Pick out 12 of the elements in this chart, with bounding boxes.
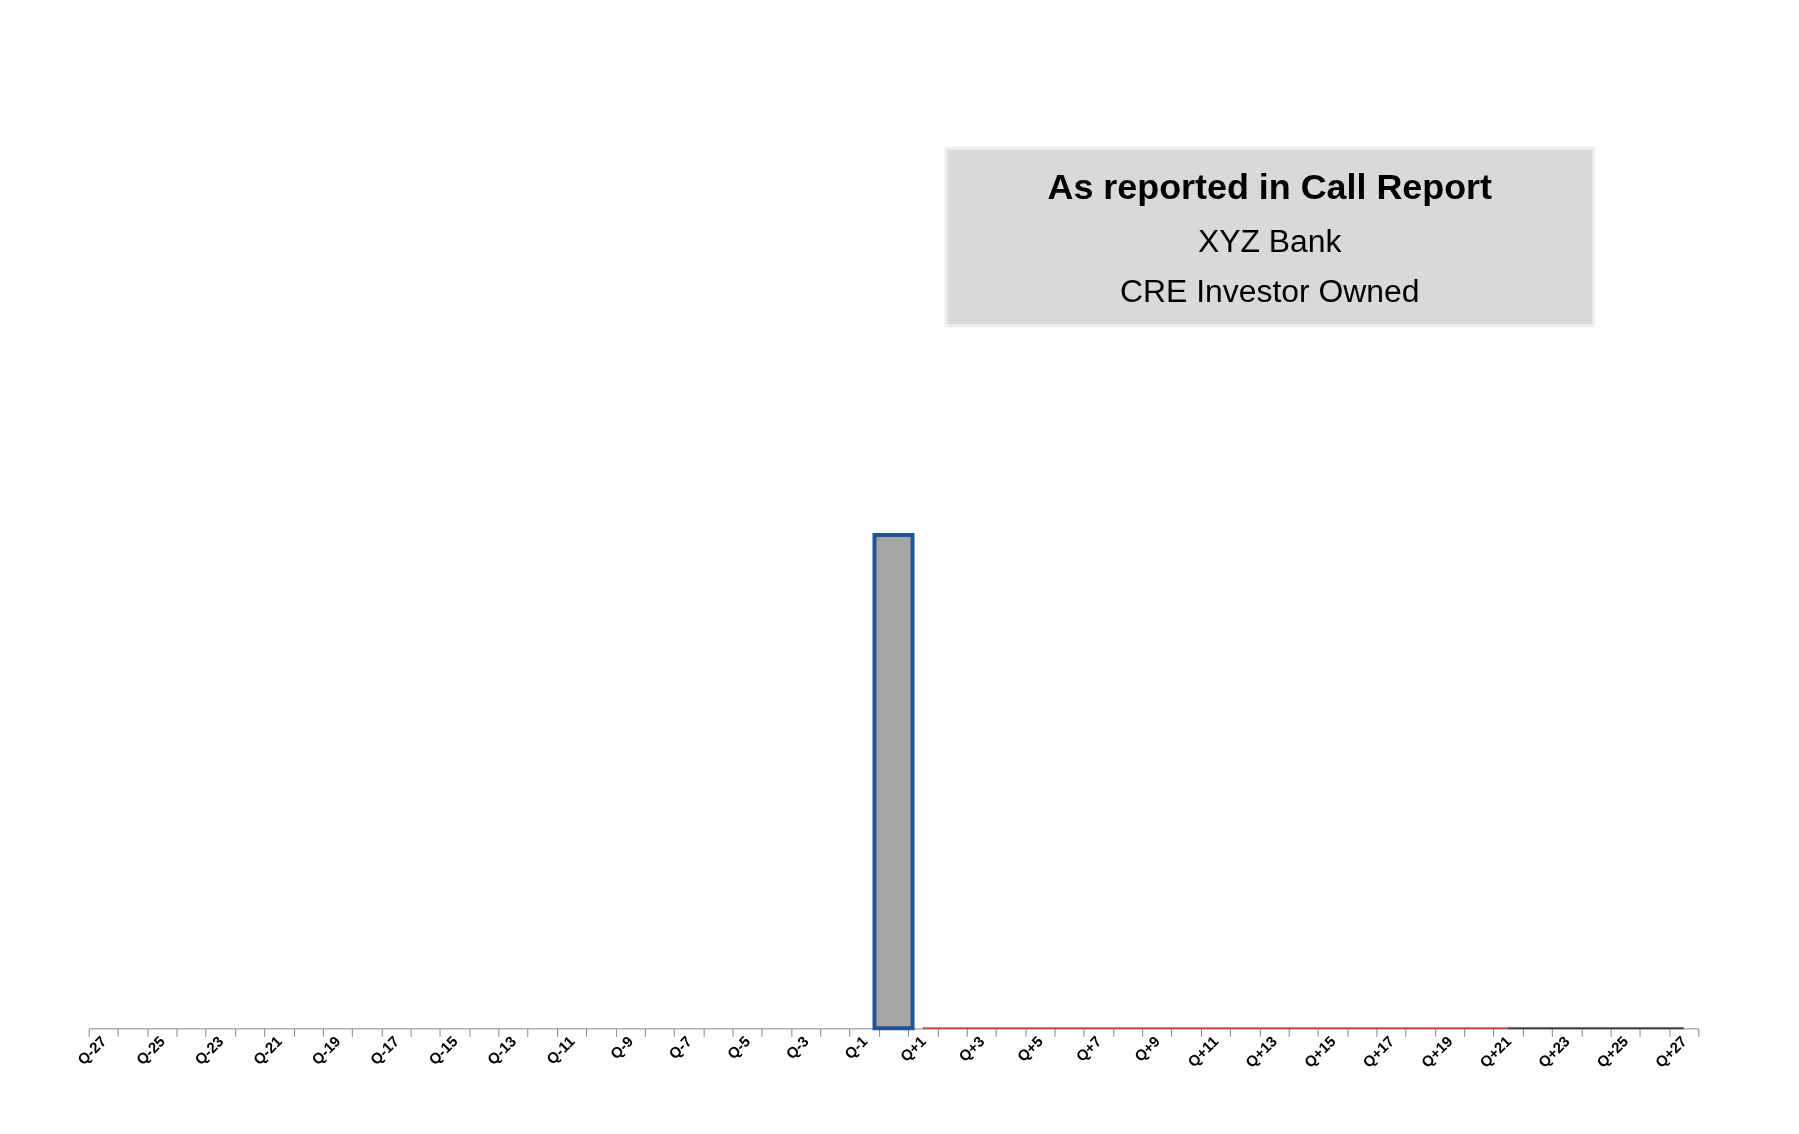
x-tick-label: Q+9 xyxy=(1130,1032,1164,1065)
chart-title: As reported in Call Report xyxy=(1047,167,1493,208)
x-tick-label: Q-1 xyxy=(840,1032,871,1063)
text: XYZ Bank xyxy=(1198,222,1342,259)
x-tick-label: Q-9 xyxy=(606,1032,637,1063)
text: CRE Investor Owned xyxy=(1120,272,1420,309)
x-tick-label: Q-7 xyxy=(665,1032,695,1063)
x-tick-label: Q-5 xyxy=(723,1032,754,1063)
x-tick-label: Q+1 xyxy=(896,1032,929,1065)
x-tick-label: Q-3 xyxy=(782,1032,812,1063)
x-tick-label: Q+5 xyxy=(1013,1032,1046,1065)
x-tick-label: Q+3 xyxy=(955,1032,988,1065)
